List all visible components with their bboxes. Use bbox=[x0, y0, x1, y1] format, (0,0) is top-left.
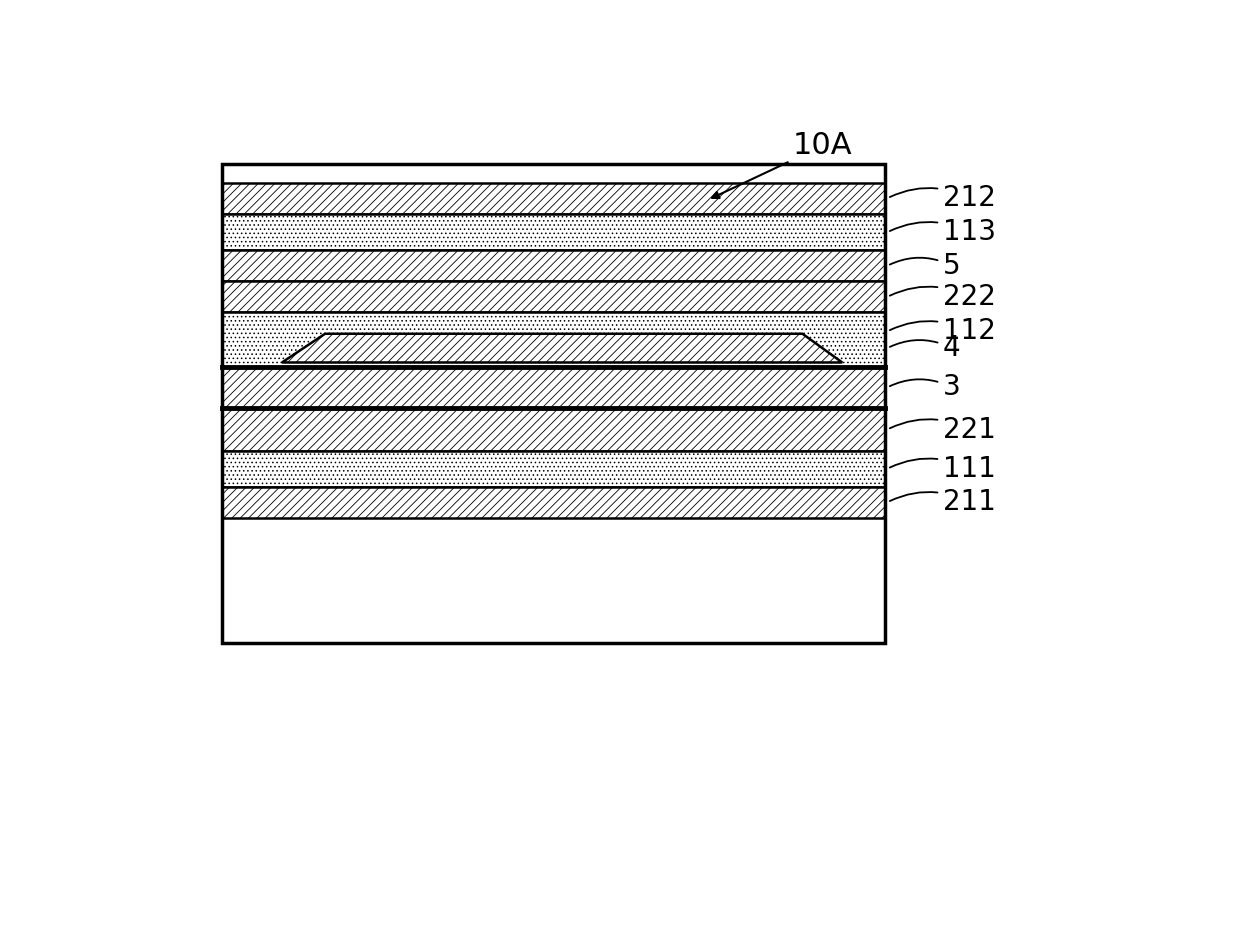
Bar bbox=[222, 214, 885, 250]
Bar bbox=[222, 487, 885, 518]
Text: 3: 3 bbox=[890, 373, 961, 401]
Polygon shape bbox=[281, 333, 842, 363]
Bar bbox=[222, 281, 885, 312]
Text: 113: 113 bbox=[890, 219, 996, 246]
Bar bbox=[222, 183, 885, 214]
Bar bbox=[222, 250, 885, 281]
Text: 112: 112 bbox=[890, 317, 996, 346]
Text: 221: 221 bbox=[890, 415, 996, 444]
Bar bbox=[222, 164, 885, 642]
Text: 212: 212 bbox=[890, 185, 996, 212]
Bar bbox=[222, 408, 885, 451]
Text: 211: 211 bbox=[890, 488, 996, 516]
Bar bbox=[222, 312, 885, 367]
Text: 4: 4 bbox=[890, 334, 961, 362]
Text: 5: 5 bbox=[890, 252, 961, 280]
Bar bbox=[222, 367, 885, 408]
Text: 111: 111 bbox=[890, 455, 996, 482]
Text: 222: 222 bbox=[890, 283, 996, 311]
Text: 10A: 10A bbox=[712, 131, 853, 198]
Bar bbox=[222, 451, 885, 487]
